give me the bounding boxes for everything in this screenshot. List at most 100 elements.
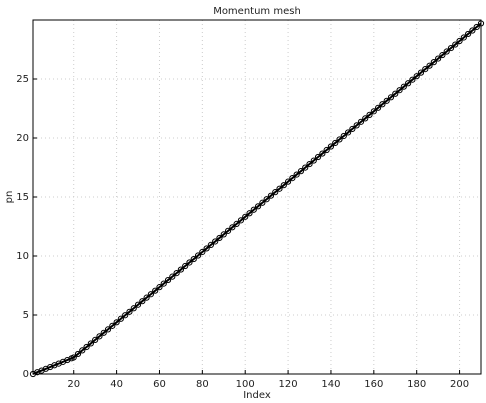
data-point	[396, 87, 403, 94]
data-point	[362, 115, 369, 122]
data-point	[314, 153, 322, 161]
data-point	[267, 192, 275, 199]
data-point	[263, 196, 270, 203]
data-point	[465, 30, 472, 38]
data-point	[220, 231, 227, 238]
data-point	[87, 340, 94, 347]
y-tick-label: 0	[23, 369, 29, 380]
x-tick-label: 200	[450, 379, 469, 390]
data-point	[375, 104, 382, 111]
data-point	[280, 182, 287, 189]
data-point	[456, 37, 463, 45]
data-point	[186, 259, 193, 266]
data-point	[130, 305, 137, 312]
data-point	[392, 90, 399, 97]
y-tick-label: 15	[16, 192, 29, 203]
data-point	[134, 301, 142, 308]
data-point	[199, 248, 206, 256]
data-point	[246, 210, 253, 217]
data-point	[302, 164, 309, 171]
data-point	[426, 62, 433, 69]
data-point	[422, 65, 429, 73]
data-point	[405, 80, 412, 87]
data-point	[323, 146, 330, 154]
data-point	[332, 139, 339, 147]
data-point	[349, 125, 356, 133]
data-point	[143, 294, 150, 301]
data-point	[357, 118, 365, 125]
data-point	[139, 298, 146, 305]
data-point	[113, 319, 120, 326]
data-point	[160, 280, 167, 287]
data-point	[400, 83, 407, 90]
data-point	[216, 234, 223, 242]
data-point	[122, 312, 129, 319]
data-point	[447, 44, 455, 52]
data-point	[387, 94, 395, 101]
data-point	[70, 354, 77, 361]
data-point	[254, 203, 262, 210]
data-point	[194, 252, 202, 259]
data-point	[477, 20, 485, 27]
y-axis-label: pn	[4, 191, 15, 204]
y-tick-label: 5	[23, 310, 29, 321]
x-tick-label: 100	[236, 379, 255, 390]
data-point	[297, 168, 305, 175]
data-point	[452, 41, 459, 48]
data-point	[366, 111, 373, 118]
data-point	[340, 132, 347, 140]
data-point	[96, 333, 103, 340]
data-point	[109, 322, 116, 329]
x-tick-label: 40	[110, 379, 123, 390]
data-point	[169, 273, 176, 280]
data-point	[156, 284, 163, 291]
data-point	[164, 276, 172, 284]
data-point	[379, 101, 386, 108]
x-tick-label: 60	[153, 379, 166, 390]
data-point	[310, 157, 317, 164]
data-point	[353, 122, 360, 129]
data-point	[435, 55, 442, 62]
data-point	[152, 287, 159, 294]
x-axis-label: Index	[243, 390, 271, 401]
data-point	[250, 206, 257, 213]
data-point	[147, 291, 154, 298]
data-point	[173, 270, 180, 277]
x-tick-label: 180	[407, 379, 426, 390]
data-point	[104, 326, 112, 333]
data-point	[92, 336, 99, 343]
y-tick-label: 20	[16, 133, 29, 144]
data-point	[117, 315, 124, 322]
chart-title: Momentum mesh	[213, 6, 301, 17]
data-point	[289, 175, 296, 182]
y-tick-label: 10	[16, 251, 29, 262]
x-tick-label: 80	[196, 379, 209, 390]
plot-frame	[32, 19, 482, 375]
data-point	[207, 241, 215, 249]
data-point	[417, 69, 425, 76]
x-tick-label: 160	[364, 379, 383, 390]
data-point	[233, 220, 240, 228]
data-point	[319, 150, 326, 157]
data-point	[327, 143, 335, 150]
data-point	[79, 347, 86, 354]
data-point	[203, 245, 210, 252]
data-point	[182, 262, 189, 270]
data-point	[345, 129, 352, 136]
data-point	[413, 73, 420, 80]
data-point	[460, 34, 467, 41]
data-point	[259, 199, 266, 206]
data-point	[100, 329, 107, 336]
data-point	[229, 224, 236, 231]
data-point	[83, 343, 90, 351]
data-point	[177, 266, 185, 273]
data-point	[443, 48, 450, 55]
data-point	[242, 213, 249, 220]
data-point	[430, 59, 437, 66]
data-point	[190, 255, 197, 263]
data-point	[237, 217, 245, 224]
x-tick-label: 20	[67, 379, 80, 390]
